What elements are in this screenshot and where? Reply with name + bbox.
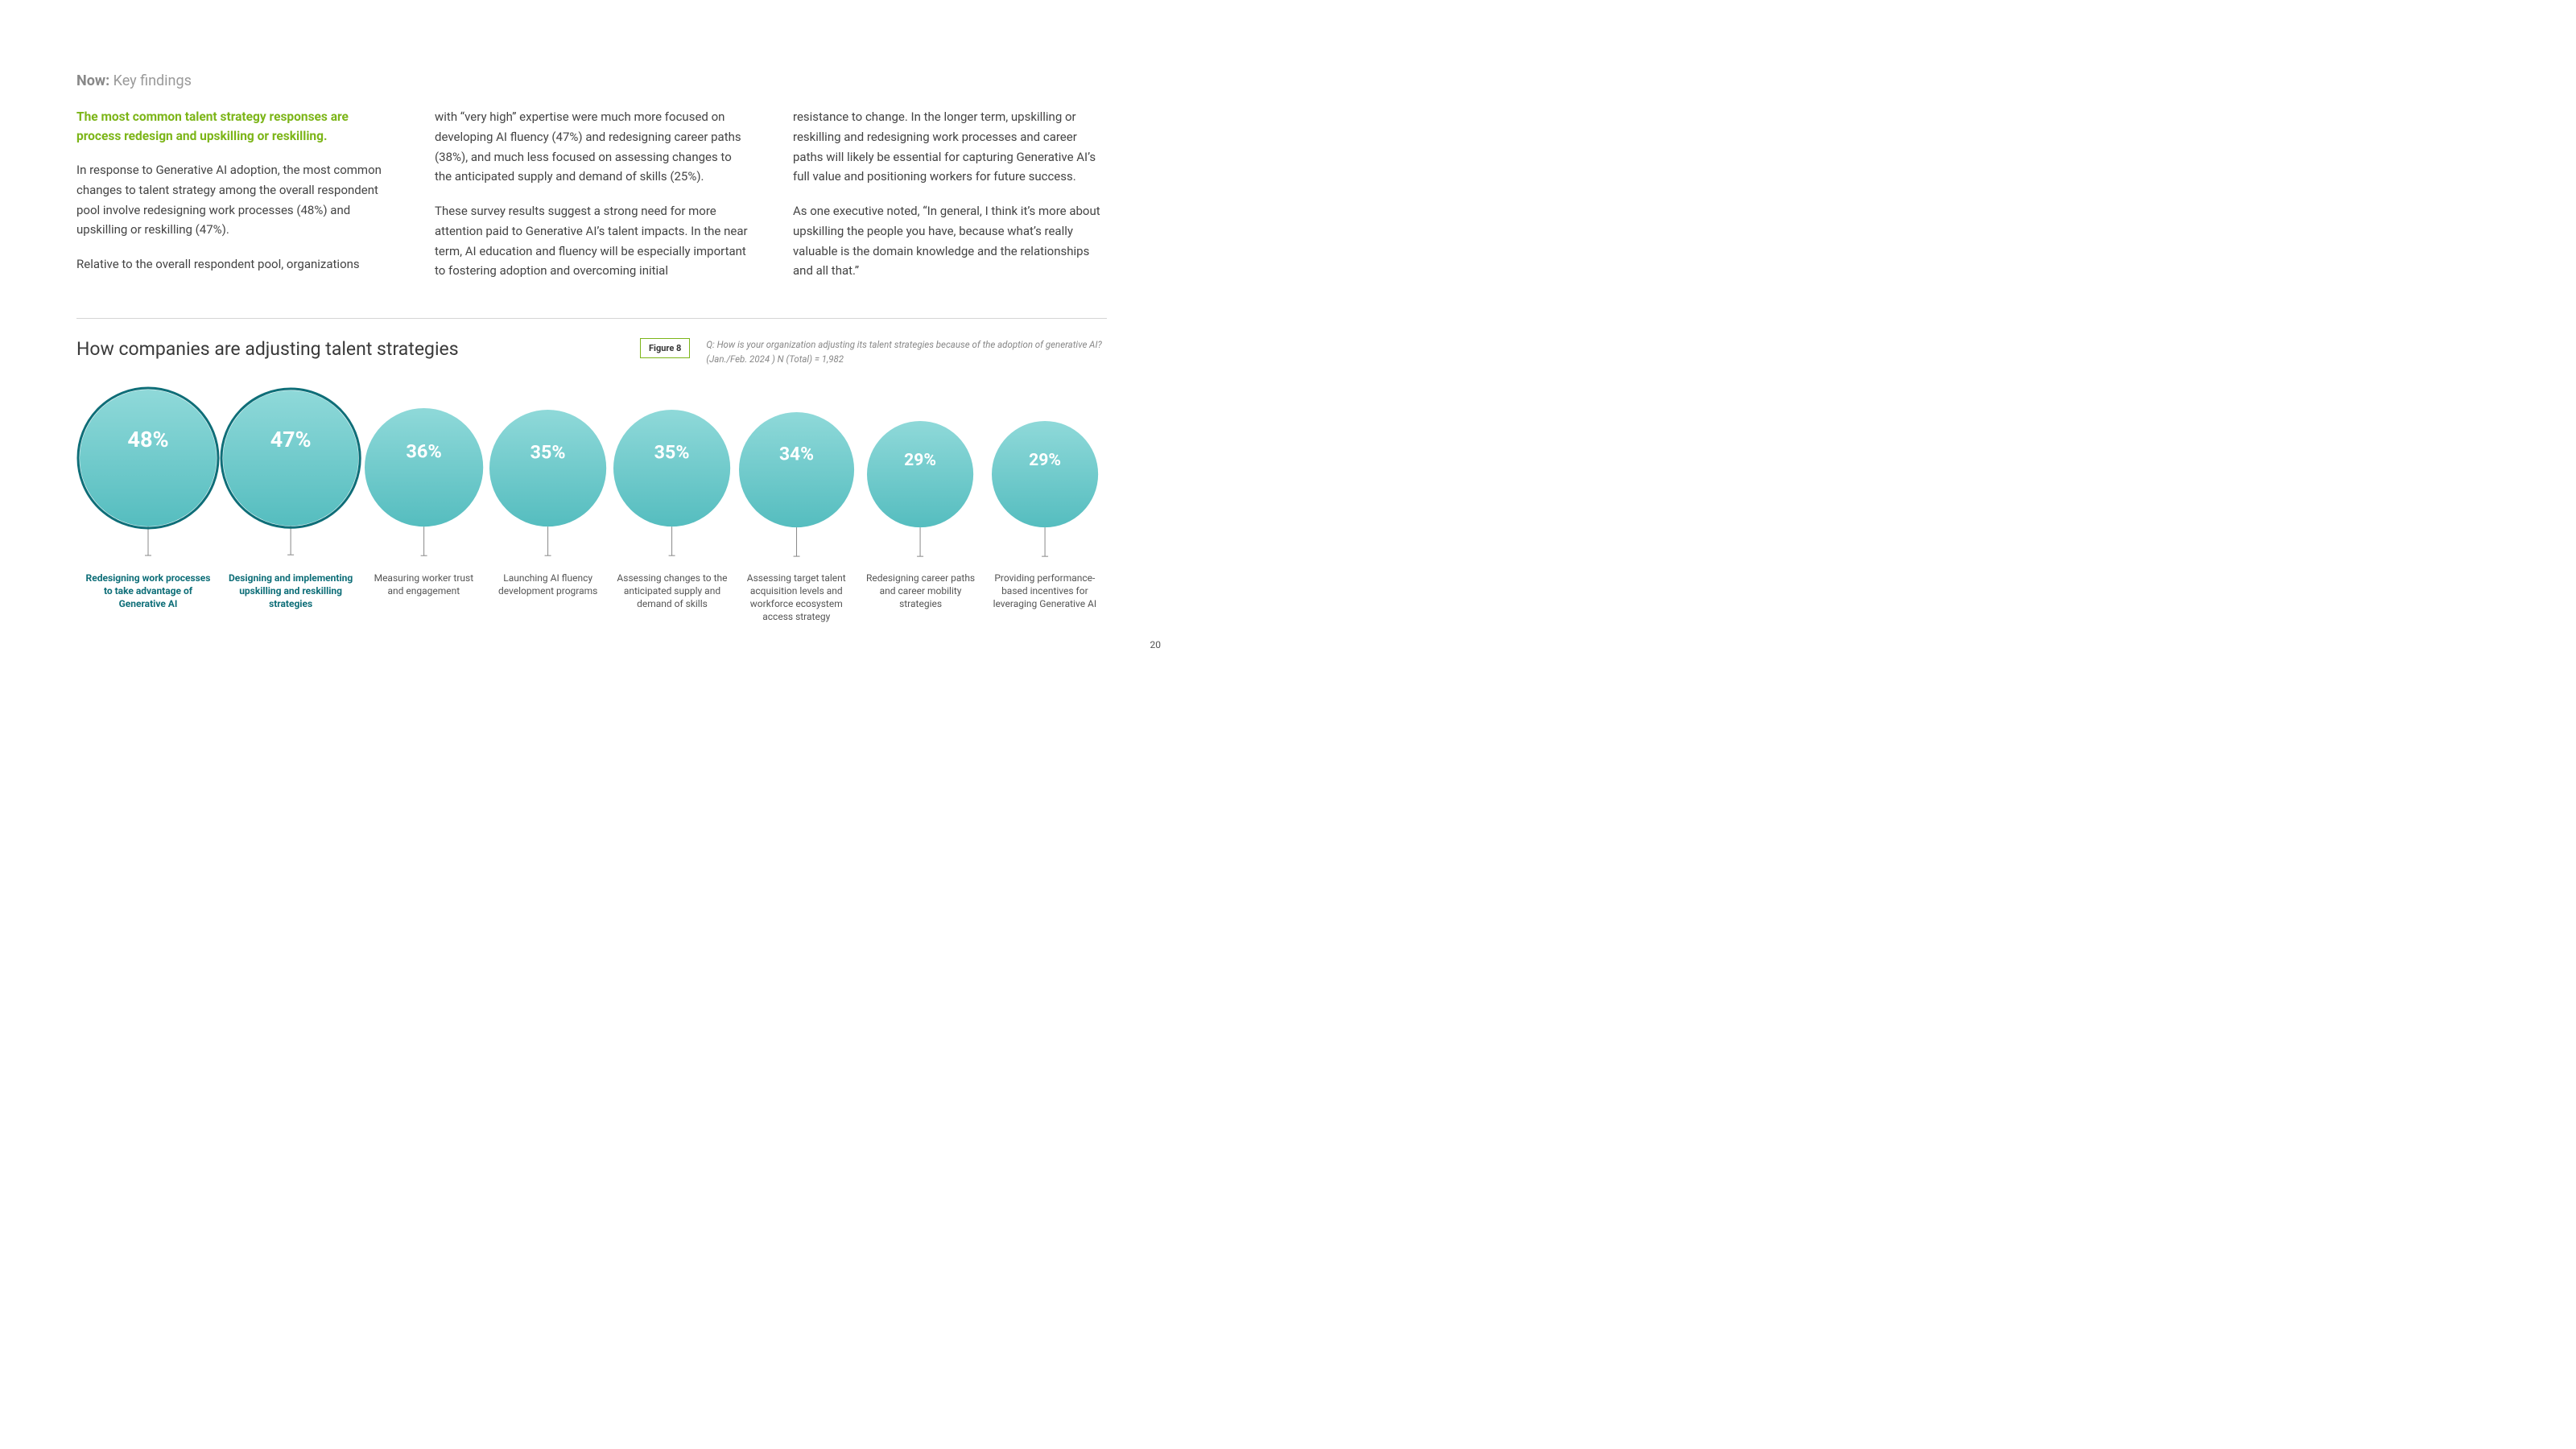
bubble-percent: 29% [1029,450,1061,470]
bubble-percent: 47% [270,427,312,453]
column-2: with “very high” expertise were much mor… [435,107,749,295]
bubble-chart: 48% Redesigning work processes to take ad… [76,391,1107,624]
bubble-svg: 29% [991,420,1099,560]
bubble-label: Assessing changes to the anticipated sup… [610,572,734,611]
bubble-item: 35% Assessing changes to the anticipated … [610,391,734,611]
bubble-label: Redesigning work processes to take advan… [76,572,220,611]
bubble-circle-area: 34% [738,391,855,560]
column-3: resistance to change. In the longer term… [793,107,1107,295]
divider [76,318,1107,319]
bubble-svg: 36% [364,407,484,559]
bubble-percent: 36% [406,440,441,463]
chart-note: Q: How is your organization adjusting it… [706,338,1107,367]
bubble-svg: 29% [866,420,974,560]
bubble-circle-area: 29% [991,391,1099,560]
section-header-prefix: Now: [76,72,109,89]
bubble-item: 29% Providing performance-based incentive… [983,391,1107,611]
bubble-label: Measuring worker trust and engagement [361,572,485,597]
bubble-label: Providing performance-based incentives f… [983,572,1107,611]
bubble-svg: 35% [613,409,731,559]
col1-p2: Relative to the overall respondent pool,… [76,254,390,275]
column-1: The most common talent strategy response… [76,107,390,295]
bubble-circle-area: 35% [613,391,731,560]
bubble-item: 29% Redesigning career paths and career m… [858,391,982,611]
figure-badge: Figure 8 [640,338,690,358]
section-header: Now: Key findings [76,72,1107,89]
bubble-percent: 48% [127,427,168,452]
page-number: 20 [1150,639,1162,650]
section-header-suffix: Key findings [114,72,192,89]
bubble-percent: 29% [905,450,937,470]
bubble-percent: 35% [530,441,566,464]
bubble-item: 48% Redesigning work processes to take ad… [76,391,220,611]
bubble-item: 47% Designing and implementing upskilling… [220,391,361,611]
bubble-svg: 47% [220,387,361,559]
bubble-item: 35% Launching AI fluency development prog… [486,391,610,597]
bubble-svg: 35% [489,409,607,559]
bubble-label: Redesigning career paths and career mobi… [858,572,982,611]
bubble-label: Assessing target talent acquisition leve… [734,572,858,624]
col2-p2: These survey results suggest a strong ne… [435,201,749,281]
bubble-percent: 35% [654,441,690,464]
bubble-circle-area: 48% [76,391,220,560]
bubble-circle-area: 29% [866,391,974,560]
bubble-label: Launching AI fluency development program… [486,572,610,597]
bubble-item: 36% Measuring worker trust and engagement [361,391,485,597]
col3-p2: As one executive noted, “In general, I t… [793,201,1107,281]
chart-header: How companies are adjusting talent strat… [76,338,1107,367]
bubble-label: Designing and implementing upskilling an… [220,572,361,611]
body-columns: The most common talent strategy response… [76,107,1107,295]
col2-p1: with “very high” expertise were much mor… [435,107,749,187]
bubble-item: 34% Assessing target talent acquisition l… [734,391,858,624]
bubble-percent: 34% [779,443,814,464]
bubble-circle-area: 36% [364,391,484,560]
col1-p1: In response to Generative AI adoption, t… [76,160,390,240]
col3-p1: resistance to change. In the longer term… [793,107,1107,187]
lead-sentence: The most common talent strategy response… [76,107,390,146]
bubble-circle-area: 47% [220,391,361,560]
bubble-svg: 34% [738,411,855,560]
bubble-svg: 48% [76,386,220,560]
bubble-circle-area: 35% [489,391,607,560]
chart-title: How companies are adjusting talent strat… [76,338,624,360]
